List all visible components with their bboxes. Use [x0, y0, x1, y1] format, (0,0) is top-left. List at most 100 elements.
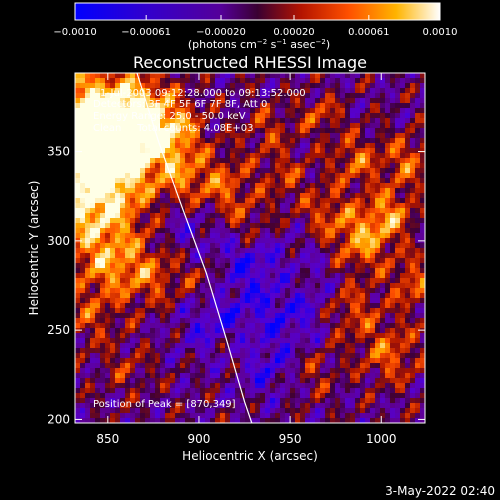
heatmap-cell — [105, 93, 111, 99]
heatmap-cell — [80, 333, 86, 339]
heatmap-cell — [155, 333, 161, 339]
heatmap-cell — [230, 228, 236, 234]
heatmap-cell — [420, 98, 425, 104]
heatmap-cell — [165, 328, 171, 334]
heatmap-cell — [240, 308, 246, 314]
heatmap-cell — [410, 233, 416, 239]
heatmap-cell — [375, 173, 381, 179]
heatmap-cell — [315, 183, 321, 189]
heatmap-cell — [235, 183, 241, 189]
heatmap-cell — [215, 153, 221, 159]
heatmap-cell — [130, 393, 136, 399]
x-tick-label: 850 — [96, 432, 119, 446]
heatmap-cell — [320, 118, 326, 124]
heatmap-cell — [330, 103, 336, 109]
heatmap-cell — [260, 123, 266, 129]
heatmap-cell — [140, 118, 146, 124]
heatmap-cell — [200, 413, 206, 419]
heatmap-cell — [400, 273, 406, 279]
heatmap-cell — [250, 353, 256, 359]
heatmap-cell — [130, 213, 136, 219]
heatmap-cell — [235, 353, 241, 359]
heatmap-cell — [210, 288, 216, 294]
heatmap-cell — [390, 78, 396, 84]
heatmap-cell — [420, 398, 425, 404]
heatmap-cell — [365, 158, 371, 164]
heatmap-cell — [290, 158, 296, 164]
heatmap-cell — [340, 283, 346, 289]
heatmap-cell — [210, 223, 216, 229]
heatmap-cell — [310, 233, 316, 239]
heatmap-cell — [420, 263, 425, 269]
heatmap-cell — [260, 183, 266, 189]
heatmap-cell — [405, 283, 411, 289]
heatmap-cell — [220, 333, 226, 339]
heatmap-cell — [370, 368, 376, 374]
heatmap-cell — [395, 358, 401, 364]
heatmap-cell — [225, 233, 231, 239]
heatmap-cell — [390, 373, 396, 379]
heatmap-cell — [295, 313, 301, 319]
heatmap-cell — [350, 373, 356, 379]
heatmap-cell — [350, 223, 356, 229]
heatmap-cell — [415, 378, 421, 384]
heatmap-cell — [80, 218, 86, 224]
heatmap-cell — [330, 243, 336, 249]
heatmap-cell — [240, 358, 246, 364]
heatmap-cell — [325, 338, 331, 344]
heatmap-cell — [215, 78, 221, 84]
heatmap-cell — [415, 83, 421, 89]
heatmap-cell — [310, 218, 316, 224]
heatmap-cell — [300, 393, 306, 399]
heatmap-cell — [115, 233, 121, 239]
heatmap-cell — [135, 303, 141, 309]
heatmap-cell — [135, 203, 141, 209]
heatmap-cell — [100, 153, 106, 159]
heatmap-cell — [75, 323, 81, 329]
heatmap-cell — [395, 223, 401, 229]
heatmap-cell — [280, 173, 286, 179]
heatmap-cell — [105, 268, 111, 274]
heatmap-cell — [265, 183, 271, 189]
heatmap-cell — [275, 323, 281, 329]
heatmap-cell — [135, 128, 141, 134]
heatmap-cell — [135, 313, 141, 319]
heatmap-cell — [420, 358, 425, 364]
heatmap-cell — [315, 128, 321, 134]
heatmap-cell — [360, 328, 366, 334]
heatmap-cell — [205, 103, 211, 109]
heatmap-cell — [355, 123, 361, 129]
heatmap-cell — [180, 348, 186, 354]
heatmap-cell — [415, 233, 421, 239]
heatmap-cell — [420, 268, 425, 274]
heatmap-cell — [325, 298, 331, 304]
heatmap-cell — [310, 78, 316, 84]
heatmap-cell — [165, 158, 171, 164]
heatmap-cell — [140, 378, 146, 384]
heatmap-cell — [350, 128, 356, 134]
heatmap-cell — [285, 288, 291, 294]
heatmap-cell — [375, 368, 381, 374]
heatmap-cell — [110, 393, 116, 399]
heatmap-cell — [335, 153, 341, 159]
heatmap-cell — [190, 153, 196, 159]
heatmap-cell — [415, 348, 421, 354]
heatmap-cell — [130, 273, 136, 279]
heatmap-cell — [115, 308, 121, 314]
heatmap-cell — [180, 313, 186, 319]
heatmap-cell — [235, 348, 241, 354]
heatmap-cell — [370, 358, 376, 364]
heatmap-cell — [300, 128, 306, 134]
heatmap-cell — [195, 278, 201, 284]
heatmap-cell — [240, 118, 246, 124]
heatmap-cell — [280, 313, 286, 319]
heatmap-cell — [155, 198, 161, 204]
heatmap-cell — [200, 228, 206, 234]
heatmap-cell — [100, 348, 106, 354]
heatmap-cell — [80, 143, 86, 149]
heatmap-cell — [110, 128, 116, 134]
heatmap-cell — [270, 403, 276, 409]
heatmap-cell — [360, 393, 366, 399]
heatmap-cell — [355, 258, 361, 264]
heatmap-cell — [130, 268, 136, 274]
